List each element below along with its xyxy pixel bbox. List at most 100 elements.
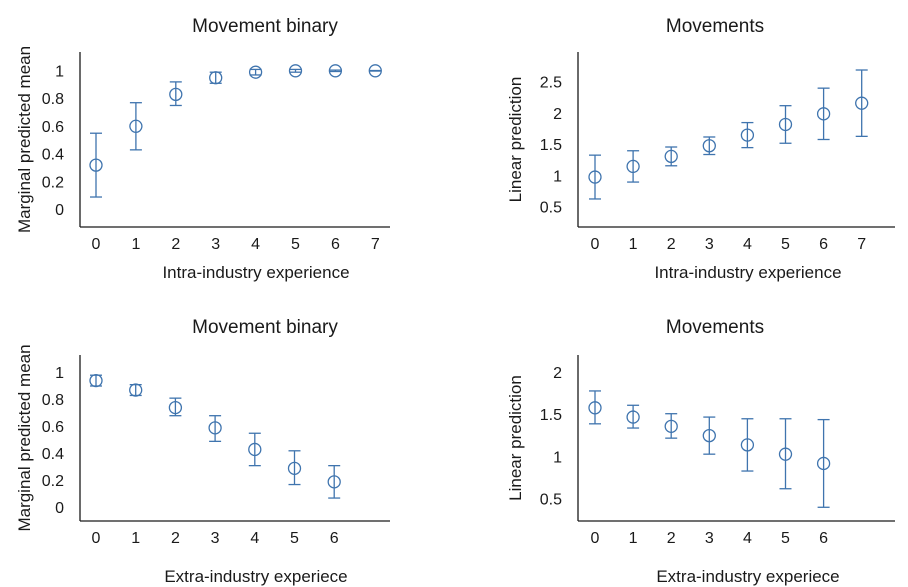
error-bar (90, 132, 102, 198)
x-tick-label: 1 (629, 236, 638, 253)
error-bar (665, 413, 678, 439)
x-tick-label: 4 (743, 236, 752, 253)
y-tick-label: 0.6 (42, 419, 64, 436)
data-point (816, 107, 831, 121)
panel-bottom-right: Movements Linear prediction 0.5 1 1.5 2 0 1 2 3 4 5… (506, 317, 895, 586)
x-tick-label: 3 (705, 236, 714, 253)
data-point (778, 447, 793, 461)
x-tick-label: 2 (171, 236, 180, 253)
error-bar (779, 105, 792, 144)
data-point (664, 149, 678, 164)
data-point (816, 456, 831, 471)
data-point (208, 421, 222, 435)
y-tick-label: 1 (55, 63, 64, 80)
data-point (588, 170, 602, 184)
data-point (248, 65, 263, 79)
panel-top-left: Movement binary Marginal predicted mean 0 0… (15, 16, 390, 282)
data-point (89, 373, 103, 388)
error-bar (741, 418, 754, 472)
x-tick-label: 0 (591, 530, 600, 547)
y-axis-label: Marginal predicted mean (15, 344, 34, 531)
data-point (209, 71, 223, 85)
data-point (626, 159, 640, 174)
error-bar (589, 390, 601, 425)
data-point (588, 401, 602, 415)
y-tick-label: 2 (553, 365, 562, 382)
data-point (169, 87, 183, 102)
data-point (89, 158, 103, 172)
x-tick-label: 5 (781, 236, 790, 253)
panel-top-right: Movements Linear prediction 0.5 1 1.5 2 2.5 0 1 2… (506, 16, 895, 282)
error-bar (169, 81, 182, 107)
y-tick-label: 1.5 (540, 137, 562, 154)
error-bar (817, 418, 830, 508)
y-tick-label: 1 (553, 449, 562, 466)
data-point (287, 461, 302, 476)
x-tick-label: 1 (131, 530, 140, 547)
data-point (288, 64, 303, 78)
error-bar (855, 69, 868, 138)
data-point (702, 428, 716, 443)
y-tick-label: 0.8 (42, 392, 64, 409)
y-tick-label: 0.4 (42, 446, 64, 463)
x-tick-label: 1 (629, 530, 638, 547)
y-tick-label: 0.5 (540, 200, 562, 217)
x-tick-label: 0 (92, 236, 101, 253)
data-point (626, 410, 640, 424)
error-bar (289, 68, 302, 73)
x-tick-label: 5 (781, 530, 790, 547)
error-bar (249, 68, 262, 76)
panel-bottom-left: Movement binary Marginal predicted mean 0 0… (15, 317, 390, 586)
y-tick-label: 0.5 (540, 491, 562, 508)
error-bar (209, 415, 222, 443)
x-tick-label: 2 (171, 530, 180, 547)
data-point (328, 64, 343, 78)
y-tick-label: 1.5 (540, 407, 562, 424)
chart-title: Movement binary (192, 16, 338, 37)
x-tick-label: 4 (250, 530, 259, 547)
x-tick-label: 6 (331, 236, 340, 253)
error-bar (129, 102, 142, 151)
chart-title: Movements (666, 317, 764, 338)
data-point (248, 442, 262, 457)
error-bar (627, 404, 640, 429)
x-tick-label: 3 (211, 530, 220, 547)
error-bar (779, 418, 792, 490)
data-point (129, 119, 143, 133)
y-tick-label: 1 (553, 168, 562, 185)
error-bar (288, 450, 301, 486)
x-tick-label: 6 (819, 530, 828, 547)
x-tick-label: 0 (591, 236, 600, 253)
error-bar (703, 416, 716, 455)
x-tick-label: 4 (251, 236, 260, 253)
error-bar (589, 154, 601, 200)
data-point (740, 438, 755, 452)
x-axis-label: Intra-industry experience (162, 263, 349, 282)
x-tick-label: 0 (92, 530, 101, 547)
y-tick-label: 0.4 (42, 147, 64, 164)
x-axis-label: Extra-industry experiece (164, 567, 347, 586)
x-tick-label: 6 (330, 530, 339, 547)
x-tick-label: 7 (371, 236, 380, 253)
y-axis-label: Linear prediction (506, 375, 525, 501)
y-tick-label: 0.2 (42, 174, 64, 191)
data-point (664, 419, 678, 434)
error-bar (329, 69, 342, 73)
chart-title: Movements (666, 16, 764, 37)
error-bar (369, 69, 382, 72)
chart-title: Movement binary (192, 317, 338, 338)
y-tick-label: 2.5 (540, 75, 562, 92)
data-point (778, 117, 793, 132)
y-tick-label: 0 (55, 500, 64, 517)
data-point (327, 475, 341, 489)
x-tick-label: 3 (705, 530, 714, 547)
y-axis-label: Linear prediction (506, 77, 525, 203)
x-tick-label: 5 (291, 236, 300, 253)
y-tick-label: 0.6 (42, 119, 64, 136)
error-bar (248, 432, 261, 467)
y-tick-label: 1 (55, 365, 64, 382)
y-tick-label: 0 (55, 202, 64, 219)
x-tick-label: 4 (743, 530, 752, 547)
data-point (740, 128, 755, 142)
